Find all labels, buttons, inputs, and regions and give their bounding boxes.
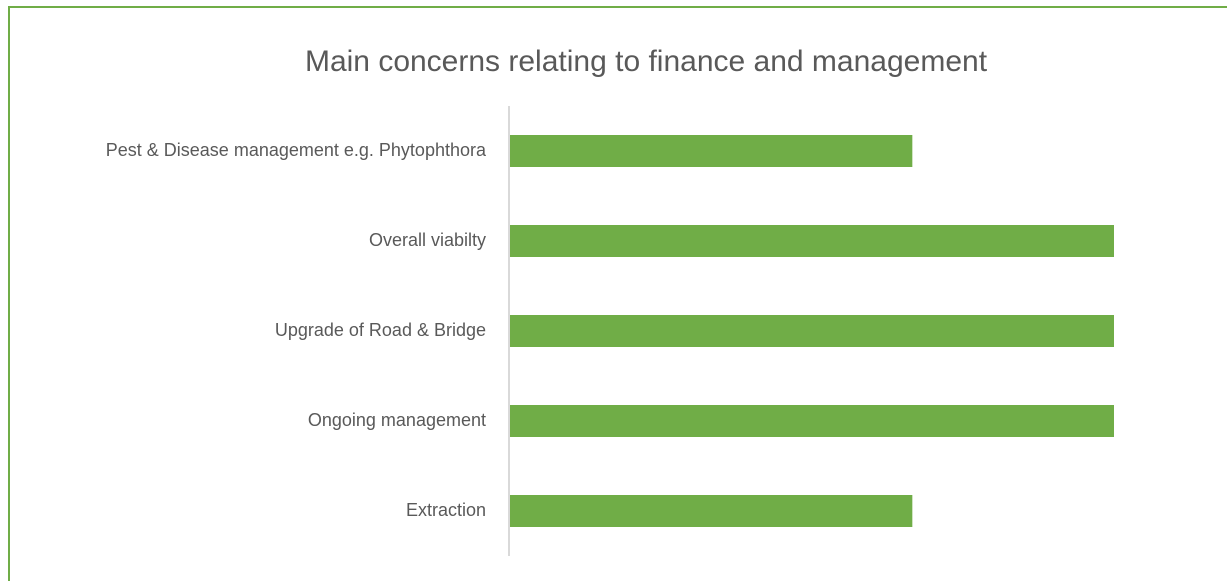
bar [509,225,1114,257]
bar [509,135,913,167]
chart-title: Main concerns relating to finance and ma… [305,45,988,78]
bar [509,405,1114,437]
y-tick-label: Pest & Disease management e.g. Phytophth… [106,140,487,160]
bar [509,495,913,527]
y-tick-label: Ongoing management [308,410,486,430]
bar [509,315,1114,347]
chart-border [8,6,1227,581]
y-tick-label: Overall viabilty [369,230,486,250]
y-tick-label: Upgrade of Road & Bridge [275,320,486,340]
y-tick-label: Extraction [406,500,486,520]
